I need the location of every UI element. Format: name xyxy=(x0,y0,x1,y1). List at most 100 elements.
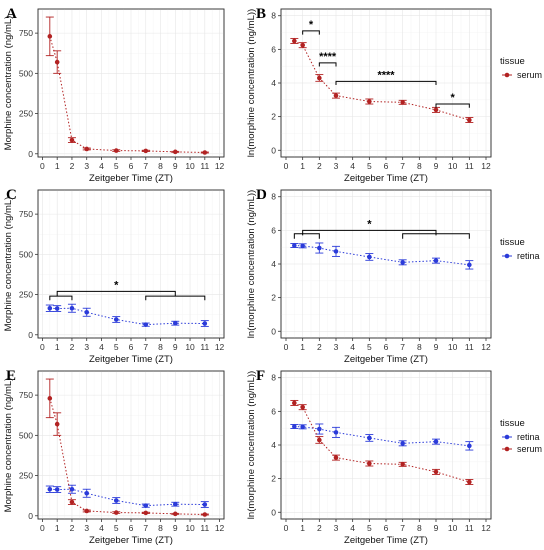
x-tick-label: 6 xyxy=(129,161,134,171)
data-point xyxy=(47,34,53,39)
data-point xyxy=(69,486,75,492)
series-retina xyxy=(290,242,474,270)
y-tick-label: 750 xyxy=(19,209,33,219)
x-tick-label: 2 xyxy=(317,342,322,352)
data-point xyxy=(300,424,305,430)
x-tick-label: 8 xyxy=(158,342,163,352)
data-point xyxy=(113,510,119,515)
x-tick-label: 11 xyxy=(200,342,209,352)
panel-letter: E xyxy=(6,368,16,384)
x-tick-label: 3 xyxy=(334,523,339,533)
data-point xyxy=(172,320,178,326)
data-point xyxy=(333,430,339,435)
data-point xyxy=(202,321,208,326)
x-tick-label: 10 xyxy=(185,161,195,171)
x-tick-label: 7 xyxy=(143,342,148,352)
x-tick-label: 9 xyxy=(173,523,178,533)
data-point xyxy=(69,137,75,143)
y-tick-label: 8 xyxy=(271,373,276,383)
data-point xyxy=(433,107,439,113)
x-tick-label: 8 xyxy=(417,523,422,533)
legend-key-point xyxy=(504,434,510,440)
data-point xyxy=(202,502,208,507)
plot-frame xyxy=(37,189,225,339)
x-tick-label: 8 xyxy=(158,161,163,171)
x-tick-label: 4 xyxy=(350,161,355,171)
data-point xyxy=(69,499,75,505)
significance-bracket xyxy=(293,233,320,239)
x-tick-label: 2 xyxy=(317,523,322,533)
legend-title: tissue xyxy=(500,237,525,248)
x-tick-label: 7 xyxy=(400,161,405,171)
legend-key-point xyxy=(504,72,510,78)
data-point xyxy=(400,462,405,467)
data-point xyxy=(367,99,372,104)
y-axis-title: Morphine concentration (ng/mL) xyxy=(3,197,14,332)
x-tick-label: 0 xyxy=(40,161,45,171)
x-tick-label: 0 xyxy=(284,342,289,352)
x-tick-label: 2 xyxy=(70,161,75,171)
series-retina xyxy=(45,303,209,327)
x-tick-label: 5 xyxy=(367,161,372,171)
data-point xyxy=(467,262,472,268)
data-point xyxy=(292,243,297,248)
y-tick-label: 6 xyxy=(271,225,276,235)
data-point xyxy=(47,486,53,492)
x-tick-label: 9 xyxy=(434,523,439,533)
data-point xyxy=(400,100,405,105)
x-tick-label: 3 xyxy=(84,523,89,533)
x-tick-label: 2 xyxy=(317,161,322,171)
series-serum xyxy=(290,399,474,485)
x-tick-label: 4 xyxy=(350,342,355,352)
data-point xyxy=(292,424,297,429)
data-point xyxy=(400,260,405,265)
significance-bracket xyxy=(302,229,437,236)
x-tick-label: 0 xyxy=(40,523,45,533)
legend-b: tissue serum xyxy=(500,56,542,80)
data-point xyxy=(113,317,119,322)
data-point xyxy=(202,150,208,155)
y-tick-label: 4 xyxy=(271,259,276,269)
data-point xyxy=(333,455,339,460)
data-point xyxy=(84,490,90,496)
series-line xyxy=(294,426,470,447)
y-tick-label: 0 xyxy=(271,326,276,336)
x-tick-label: 11 xyxy=(200,161,209,171)
significance-bracket xyxy=(318,62,337,67)
plot-frame xyxy=(280,8,492,158)
y-tick-label: 0 xyxy=(28,511,33,521)
x-tick-label: 0 xyxy=(284,161,289,171)
y-axis-title: ln(morphine concentration (ng/mL)) xyxy=(246,9,257,157)
data-point xyxy=(143,510,149,516)
data-point xyxy=(317,75,322,81)
x-tick-label: 1 xyxy=(300,342,305,352)
y-tick-label: 2 xyxy=(271,112,276,122)
x-tick-label: 7 xyxy=(400,342,405,352)
legend-label: retina xyxy=(517,432,540,442)
y-tick-label: 8 xyxy=(271,11,276,21)
x-axis-title: Zeitgeber Time (ZT) xyxy=(344,354,428,365)
x-tick-label: 10 xyxy=(448,523,458,533)
data-point xyxy=(172,501,178,507)
legend-d: tissue retina xyxy=(500,237,540,261)
data-point xyxy=(300,404,305,410)
significance-label: * xyxy=(367,218,372,230)
series-serum xyxy=(45,16,209,155)
y-tick-label: 8 xyxy=(271,192,276,202)
x-tick-label: 0 xyxy=(284,523,289,533)
significance-bracket xyxy=(402,233,470,239)
x-tick-label: 1 xyxy=(55,523,60,533)
plot-frame xyxy=(280,370,492,520)
x-tick-label: 8 xyxy=(417,161,422,171)
panel-letter: C xyxy=(6,187,17,203)
data-point xyxy=(433,439,439,444)
x-tick-label: 6 xyxy=(384,161,389,171)
x-tick-label: 5 xyxy=(114,523,119,533)
x-tick-label: 8 xyxy=(417,342,422,352)
series-retina xyxy=(290,423,474,451)
x-tick-label: 10 xyxy=(185,523,195,533)
x-tick-label: 5 xyxy=(114,342,119,352)
data-point xyxy=(172,511,178,517)
x-tick-label: 3 xyxy=(84,161,89,171)
